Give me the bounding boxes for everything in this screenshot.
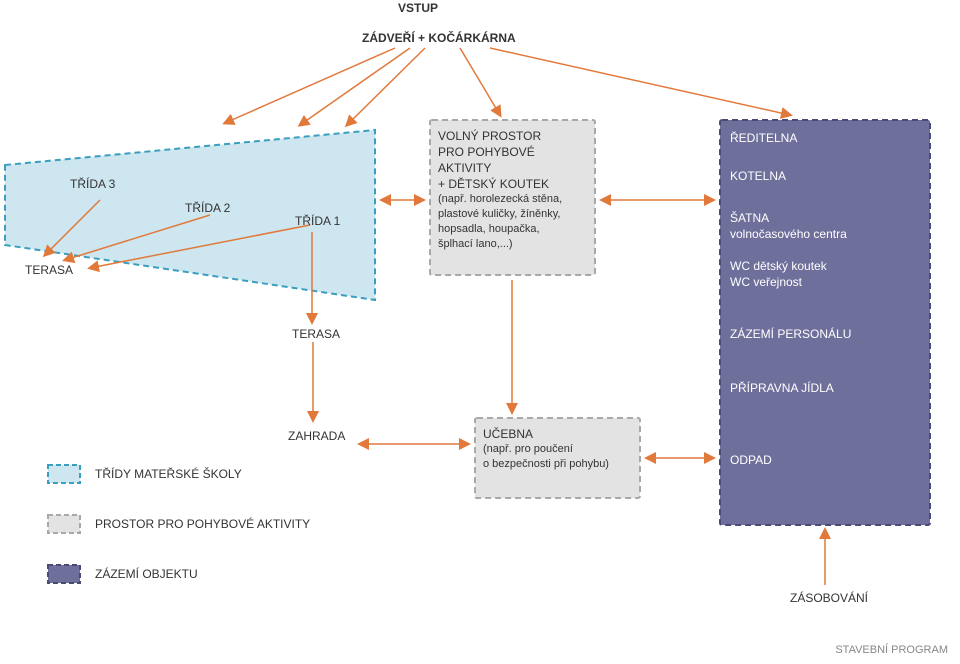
label-terasa-mid: TERASA xyxy=(292,326,340,342)
diagram-canvas: VSTUP ZÁDVEŘÍ + KOČÁRKÁRNA TŘÍDA 3 TŘÍDA… xyxy=(0,0,960,664)
purple-pripravna: PŘÍPRAVNA JÍDLA xyxy=(730,380,834,396)
footer-text: STAVEBNÍ PROGRAM xyxy=(835,643,948,658)
graytop-l5: (např. horolezecká stěna, xyxy=(438,192,562,207)
graybot-l3: o bezpečnosti při pohybu) xyxy=(483,457,609,472)
label-zahrada: ZAHRADA xyxy=(288,428,345,444)
graytop-l6: plastové kuličky, žíněnky, xyxy=(438,207,560,222)
label-trida1: TŘÍDA 1 xyxy=(295,213,340,229)
purple-kotelna: KOTELNA xyxy=(730,168,786,184)
label-trida2: TŘÍDA 2 xyxy=(185,200,230,216)
graytop-l8: šplhací lano,...) xyxy=(438,237,513,252)
purple-satna: ŠATNA xyxy=(730,210,769,226)
label-terasa-left: TERASA xyxy=(25,262,73,278)
graytop-l1: VOLNÝ PROSTOR xyxy=(438,128,541,144)
graytop-l4: + DĚTSKÝ KOUTEK xyxy=(438,176,549,192)
legend3-text: ZÁZEMÍ OBJEKTU xyxy=(95,567,198,581)
graytop-l7: hopsadla, houpačka, xyxy=(438,222,540,237)
purple-reditelna: ŘEDITELNA xyxy=(730,130,797,146)
graybot-l1: UČEBNA xyxy=(483,426,533,442)
purple-wc1: WC dětský koutek xyxy=(730,258,827,274)
legend2-text: PROSTOR PRO POHYBOVÉ AKTIVITY xyxy=(95,517,310,531)
purple-odpad: ODPAD xyxy=(730,452,772,468)
graytop-l3: AKTIVITY xyxy=(438,160,491,176)
purple-wc2: WC veřejnost xyxy=(730,274,802,290)
graytop-l2: PRO POHYBOVÉ xyxy=(438,144,535,160)
purple-zazemi: ZÁZEMÍ PERSONÁLU xyxy=(730,326,851,342)
title-vstup: VSTUP xyxy=(398,0,438,16)
label-zasobovani: ZÁSOBOVÁNÍ xyxy=(790,590,868,606)
label-trida3: TŘÍDA 3 xyxy=(70,176,115,192)
graybot-l2: (např. pro poučení xyxy=(483,442,573,457)
title-zadveri: ZÁDVEŘÍ + KOČÁRKÁRNA xyxy=(362,30,516,46)
legend1-text: TŘÍDY MATEŘSKÉ ŠKOLY xyxy=(95,467,242,481)
purple-satna-sub: volnočasového centra xyxy=(730,226,847,242)
